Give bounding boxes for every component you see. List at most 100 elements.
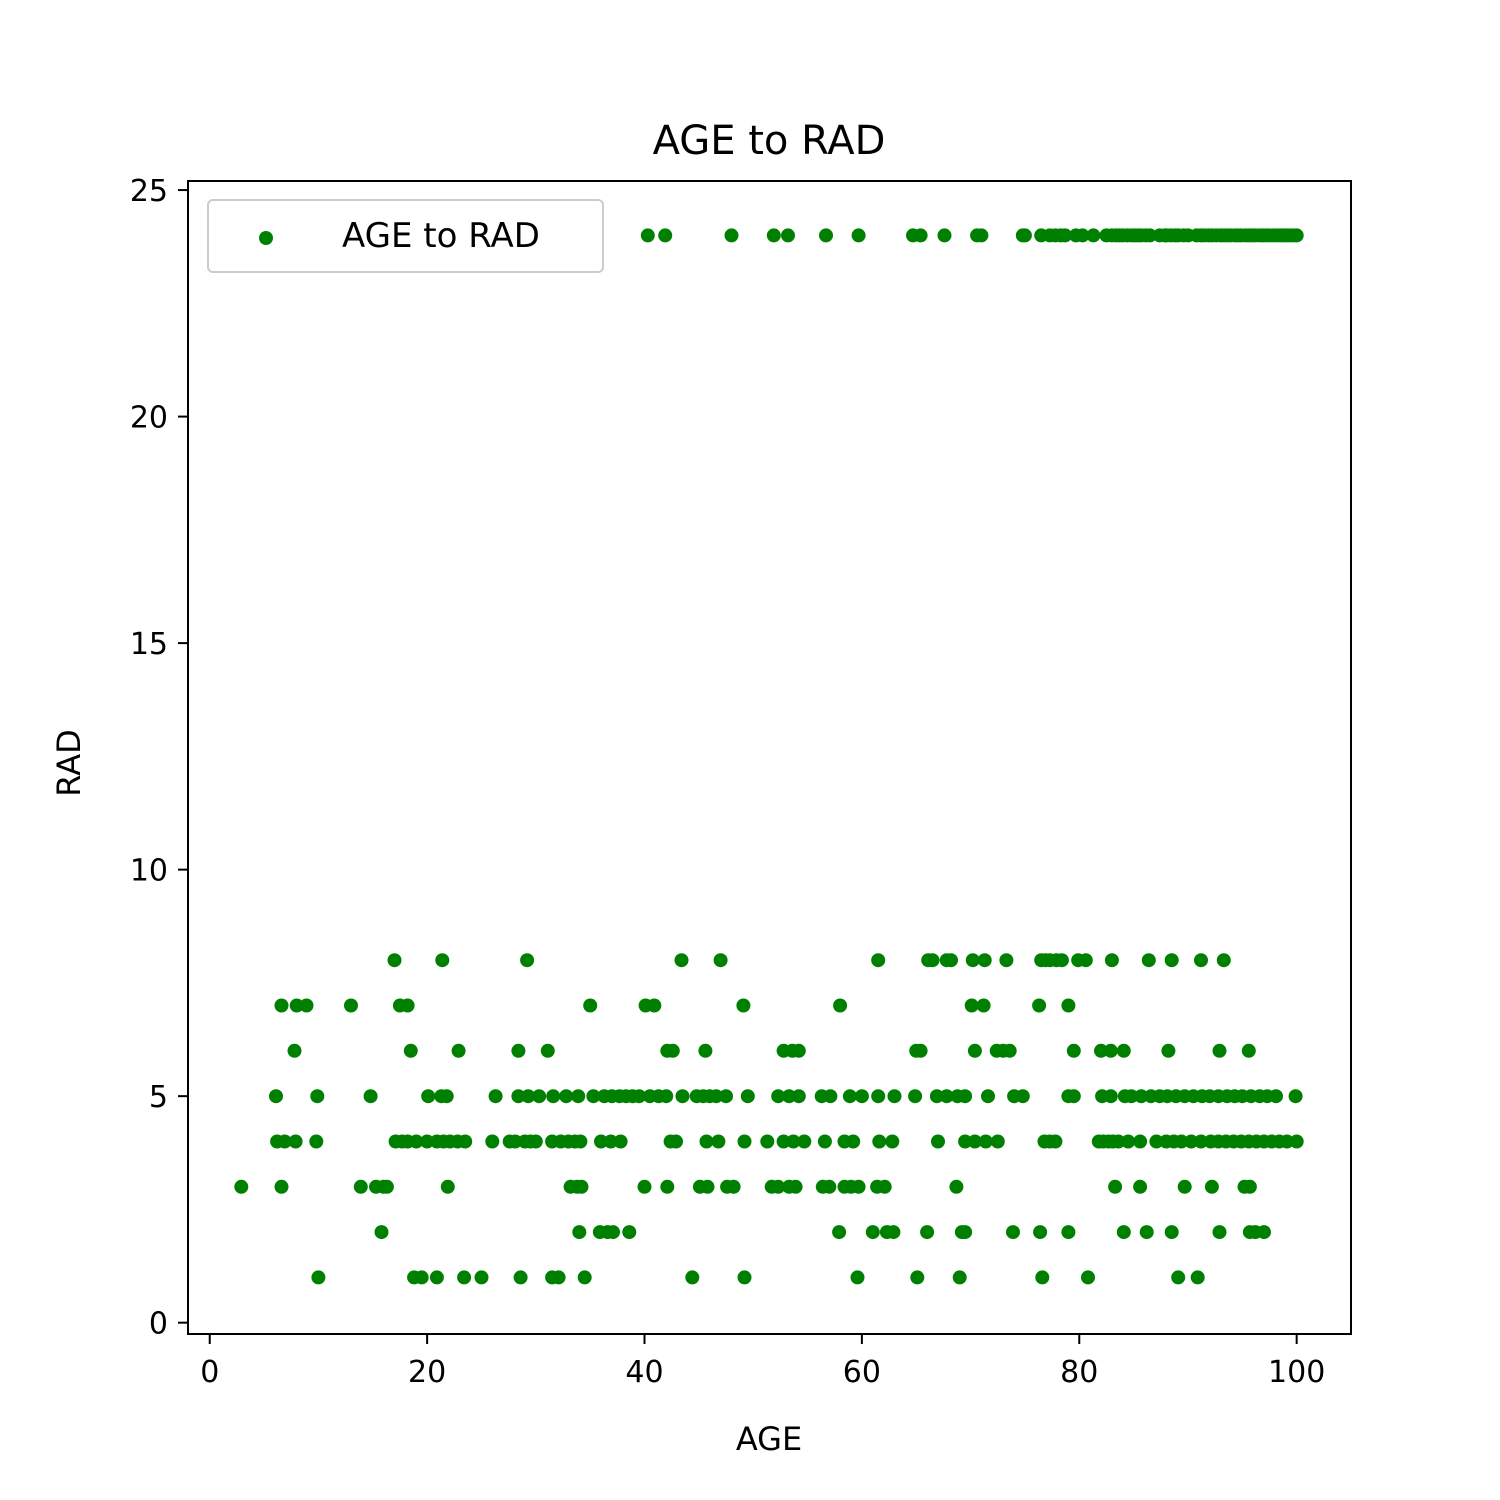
data-point [1066, 1089, 1081, 1104]
data-point [603, 1134, 618, 1149]
data-point [289, 998, 304, 1013]
data-point [967, 1043, 982, 1058]
data-point [1081, 1270, 1095, 1285]
data-point [274, 998, 289, 1013]
x-tick-label: 60 [843, 1355, 881, 1390]
data-point [737, 1134, 752, 1149]
data-point [726, 1179, 741, 1194]
data-point [435, 953, 450, 968]
y-tick-label: 0 [149, 1307, 168, 1342]
legend: AGE to RAD [207, 199, 604, 273]
data-point [1086, 228, 1101, 243]
data-point [786, 1134, 801, 1149]
data-point [850, 1270, 865, 1285]
x-tick-label: 100 [1268, 1355, 1325, 1390]
data-point [952, 1270, 967, 1285]
data-point [887, 1089, 902, 1104]
data-point [520, 953, 535, 968]
data-point [1116, 1225, 1131, 1240]
data-point [551, 1270, 566, 1285]
data-point [277, 1134, 292, 1149]
data-point [1212, 1225, 1227, 1240]
data-point [532, 1089, 547, 1104]
data-point [885, 1134, 900, 1149]
data-point [1177, 1179, 1192, 1194]
data-point [832, 1225, 847, 1240]
data-point [457, 1270, 472, 1285]
data-point [908, 1089, 923, 1104]
data-point [700, 1179, 715, 1194]
y-tick-label: 5 [149, 1080, 168, 1115]
data-point [647, 998, 662, 1013]
data-point [586, 1089, 601, 1104]
data-point [1035, 1270, 1050, 1285]
data-point [269, 1089, 283, 1104]
data-point [640, 228, 655, 243]
data-point [771, 1179, 786, 1194]
data-point [474, 1270, 489, 1285]
data-point [1204, 1179, 1219, 1194]
data-point [990, 1134, 1005, 1149]
data-point [1116, 1043, 1131, 1058]
data-point [594, 1134, 608, 1149]
data-point [310, 1089, 325, 1104]
data-point [1094, 1043, 1108, 1058]
legend-marker [259, 231, 273, 245]
x-tick-label: 80 [1060, 1355, 1098, 1390]
data-point [871, 1089, 886, 1104]
data-point [719, 1089, 733, 1104]
data-point [819, 228, 833, 243]
data-point [817, 1134, 832, 1149]
data-point [1161, 1043, 1176, 1058]
data-point [353, 1179, 368, 1194]
data-point [1171, 1270, 1186, 1285]
data-point [513, 1270, 528, 1285]
data-point [833, 998, 848, 1013]
legend-box [207, 199, 604, 273]
data-point [658, 228, 673, 243]
data-point [851, 1179, 866, 1194]
data-point [1139, 1225, 1154, 1240]
data-point [958, 1134, 973, 1149]
data-point [1269, 1089, 1283, 1104]
x-tick-label: 0 [200, 1355, 219, 1390]
data-point [363, 1089, 378, 1104]
data-point [288, 1134, 303, 1149]
data-point [766, 228, 781, 243]
data-point [540, 1043, 555, 1058]
data-point [421, 1089, 436, 1104]
data-point [776, 1134, 791, 1149]
data-point [299, 998, 314, 1013]
data-point [583, 998, 598, 1013]
data-point [508, 1134, 523, 1149]
data-point [1054, 953, 1069, 968]
data-point [665, 1043, 680, 1058]
data-point [1108, 1179, 1123, 1194]
data-point [698, 1043, 713, 1058]
data-point [559, 1089, 574, 1104]
data-point [788, 1179, 803, 1194]
data-point [400, 998, 415, 1013]
data-point [976, 998, 991, 1013]
data-point [965, 953, 980, 968]
data-point [797, 1134, 812, 1149]
data-point [511, 1043, 526, 1058]
data-point [1184, 1134, 1199, 1149]
data-point [511, 1089, 526, 1104]
data-point [910, 1270, 925, 1285]
data-point [1017, 228, 1032, 243]
data-point [782, 1089, 797, 1104]
data-point [699, 1134, 714, 1149]
data-point [440, 1179, 455, 1194]
data-point [1142, 228, 1157, 243]
data-point [1075, 228, 1090, 243]
data-point [1141, 953, 1156, 968]
data-point [1006, 1225, 1020, 1240]
data-point [669, 1134, 683, 1149]
data-point [949, 1179, 964, 1194]
data-point [1194, 953, 1208, 968]
data-point [429, 1270, 444, 1285]
data-point [974, 228, 989, 243]
data-point [771, 1089, 786, 1104]
data-point [958, 1225, 973, 1240]
